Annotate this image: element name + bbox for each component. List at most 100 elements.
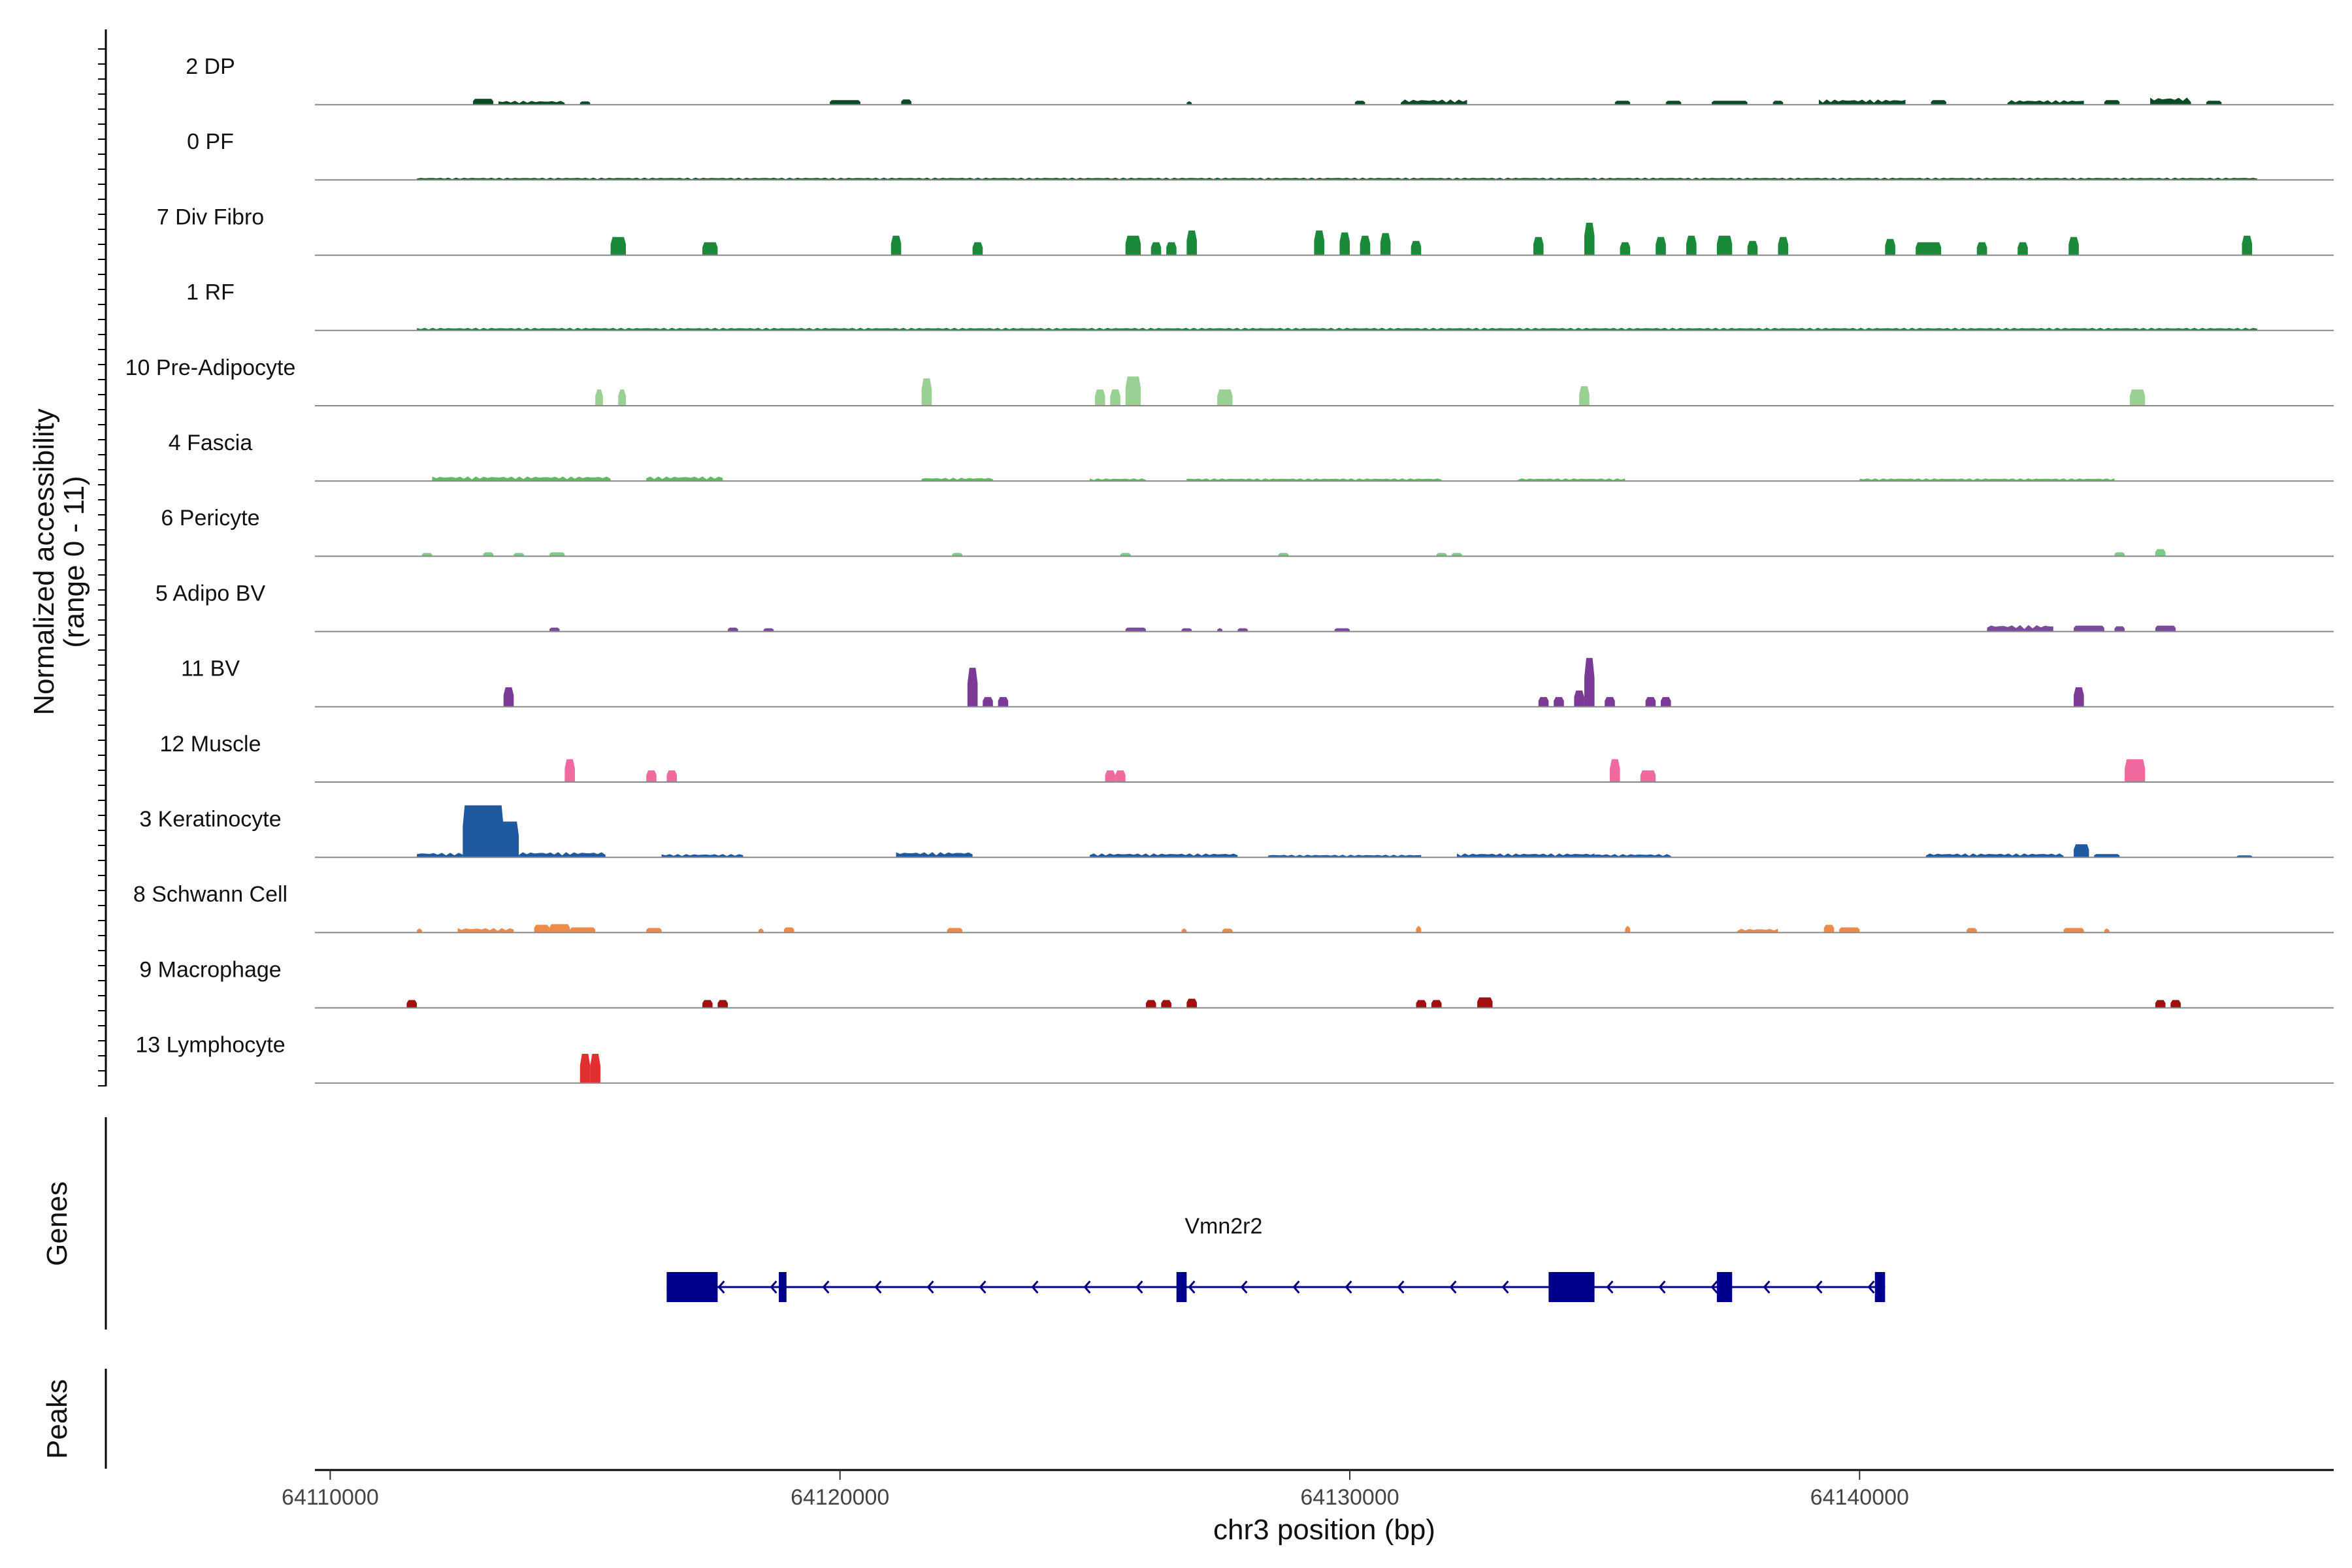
track-13-lymphocyte: 13 Lymphocyte xyxy=(135,1033,2334,1084)
strand-arrow xyxy=(1867,1281,1875,1294)
gene-name: Vmn2r2 xyxy=(1184,1214,1262,1239)
coverage-peak xyxy=(947,928,962,933)
y-axis-title-line: Normalized accessibility xyxy=(28,408,60,715)
coverage-peak xyxy=(646,476,723,482)
track-5-adipo-bv: 5 Adipo BV xyxy=(155,581,2334,632)
strand-arrow xyxy=(770,1281,777,1294)
coverage-peak xyxy=(2074,844,2089,858)
coverage-peak xyxy=(1217,389,1233,406)
strand-arrow xyxy=(1815,1281,1823,1294)
coverage-peak xyxy=(1579,386,1590,406)
coverage-peak xyxy=(1818,99,1906,105)
gene-exon xyxy=(779,1272,787,1302)
peaks-panel-label: Peaks xyxy=(41,1379,73,1459)
coverage-peak xyxy=(1354,101,1365,105)
coverage-peak xyxy=(498,101,565,105)
coverage-peak xyxy=(1656,237,1666,255)
strand-arrow xyxy=(1135,1281,1143,1294)
coverage-peak xyxy=(1416,926,1422,933)
coverage-peak xyxy=(618,389,626,406)
coverage-peak xyxy=(1538,696,1549,707)
coverage-peak xyxy=(595,389,603,406)
coverage-peak xyxy=(549,552,565,557)
coverage-peak xyxy=(1145,1000,1156,1008)
coverage-peak xyxy=(1976,242,1987,255)
coverage-peak xyxy=(1584,658,1595,707)
gene-exon xyxy=(1874,1272,1886,1302)
coverage-peak xyxy=(830,100,860,105)
track-3-keratinocyte: 3 Keratinocyte xyxy=(139,805,2334,858)
track-12-muscle: 12 Muscle xyxy=(160,732,2334,783)
coverage-peak xyxy=(1278,553,1289,557)
strand-arrow xyxy=(1763,1281,1771,1294)
track-label: 12 Muscle xyxy=(160,732,261,757)
track-7-div-fibro: 7 Div Fibro xyxy=(157,204,2334,256)
coverage-peak xyxy=(1334,628,1350,632)
coverage-peak xyxy=(590,1054,600,1083)
track-11-bv: 11 BV xyxy=(181,657,2334,708)
coverage-peak xyxy=(2094,854,2120,858)
strand-arrow xyxy=(822,1281,830,1294)
strand-arrow xyxy=(926,1281,934,1294)
coverage-peak xyxy=(1665,101,1682,105)
coverage-peak xyxy=(1401,99,1467,105)
coverage-peak xyxy=(728,627,738,632)
coverage-peak xyxy=(1574,690,1584,707)
track-label: 7 Div Fibro xyxy=(157,204,264,229)
coverage-peak xyxy=(2007,100,2084,105)
coverage-peak xyxy=(2104,100,2120,105)
coverage-peak xyxy=(2017,242,2028,255)
coverage-peak xyxy=(2155,549,2166,557)
coverage-peak xyxy=(983,696,993,707)
track-label: 5 Adipo BV xyxy=(155,581,266,606)
coverage-peak xyxy=(896,852,973,858)
coverage-peak xyxy=(901,99,911,105)
coverage-peak xyxy=(1716,235,1733,255)
coverage-peak xyxy=(1778,237,1789,255)
track-6-pericyte: 6 Pericyte xyxy=(161,506,2334,557)
coverage-peak xyxy=(417,928,422,933)
track-label: 1 RF xyxy=(186,280,235,305)
coverage-peak xyxy=(1839,927,1860,933)
strand-arrow xyxy=(874,1281,882,1294)
coverage-peak xyxy=(763,628,774,632)
strand-arrow xyxy=(1501,1281,1509,1294)
coverage-peak xyxy=(758,928,764,933)
coverage-peak xyxy=(1339,232,1350,255)
coverage-peak xyxy=(646,770,657,782)
coverage-peak xyxy=(1314,230,1324,255)
gene-exon xyxy=(1176,1272,1187,1302)
coverage-peak xyxy=(1594,854,1671,858)
coverage-peak xyxy=(406,1000,417,1008)
coverage-peak xyxy=(463,805,504,858)
coverage-peak xyxy=(1360,235,1371,255)
coverage-peak xyxy=(1115,770,1126,782)
strand-arrow xyxy=(1292,1281,1300,1294)
coverage-peak xyxy=(1640,770,1656,782)
coverage-peak xyxy=(610,237,626,255)
coverage-peak xyxy=(702,242,718,255)
coverage-peak xyxy=(498,821,519,858)
coverage-peak xyxy=(1431,1000,1442,1008)
track-label: 6 Pericyte xyxy=(161,506,259,531)
coverage-peak xyxy=(1094,389,1105,406)
gene-exon xyxy=(1548,1272,1595,1302)
coverage-peak xyxy=(1747,240,1758,255)
coverage-peak xyxy=(1931,100,1946,105)
coverage-peak xyxy=(1554,696,1564,707)
coverage-peak xyxy=(1477,997,1493,1008)
track-4-fascia: 4 Fascia xyxy=(169,431,2334,482)
x-axis-title: chr3 position (bp) xyxy=(1213,1514,1435,1546)
coverage-peak xyxy=(1661,696,1671,707)
coverage-peak xyxy=(1125,376,1141,406)
strand-arrow xyxy=(1710,1281,1718,1294)
coverage-peak xyxy=(1166,242,1177,255)
coverage-peak xyxy=(432,476,611,482)
coverage-peak xyxy=(483,552,494,557)
strand-arrow xyxy=(1345,1281,1352,1294)
coverage-peak xyxy=(1614,101,1631,105)
coverage-peak xyxy=(1151,242,1162,255)
coverage-peak xyxy=(580,101,591,105)
track-2-dp: 2 DP xyxy=(186,54,2334,106)
coverage-peak xyxy=(921,478,993,482)
